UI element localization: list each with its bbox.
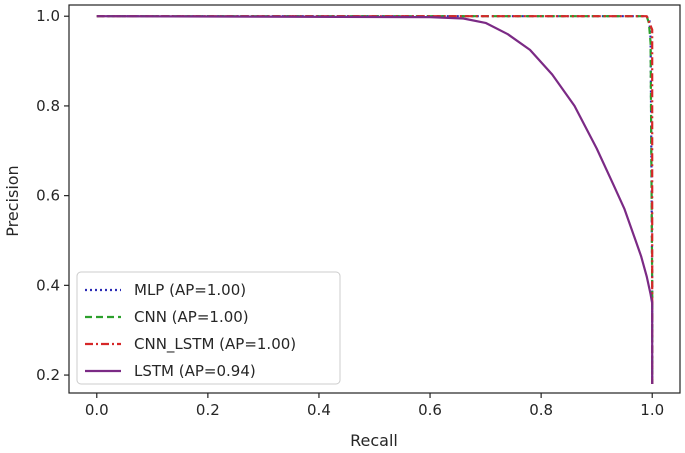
x-tick-label: 0.2: [196, 401, 220, 419]
y-tick-label: 1.0: [36, 7, 60, 25]
y-tick-label: 0.2: [36, 366, 60, 384]
x-axis-label: Recall: [350, 431, 398, 450]
legend-entry-label: CNN_LSTM (AP=1.00): [134, 335, 296, 354]
x-tick-label: 0.6: [418, 401, 442, 419]
legend-entry-label: CNN (AP=1.00): [134, 308, 249, 326]
plot-area: [68, 4, 681, 394]
y-tick-label: 0.4: [36, 276, 60, 294]
y-tick-label: 0.6: [36, 187, 60, 205]
series-line-4: [96, 15, 654, 384]
x-tick-label: 0.0: [85, 401, 109, 419]
series-line-2: [96, 15, 654, 384]
y-axis-ticks: 0.2 0.4 0.6 0.8 1.0: [36, 7, 69, 384]
x-tick-label: 0.8: [529, 401, 553, 419]
legend-entry-label: LSTM (AP=0.94): [134, 362, 256, 380]
legend: MLP (AP=1.00) CNN (AP=1.00) CNN_LSTM (AP=1…: [76, 271, 341, 385]
plot-frame: [68, 4, 681, 394]
legend-entry-label: MLP (AP=1.00): [134, 281, 246, 299]
y-axis-label: Precision: [3, 165, 22, 236]
legend-box: [76, 271, 341, 385]
x-tick-label: 0.4: [307, 401, 331, 419]
x-tick-label: 1.0: [640, 401, 664, 419]
x-axis-ticks: 0.0 0.2 0.4 0.6 0.8 1.0: [85, 393, 664, 419]
y-tick-label: 0.8: [36, 97, 60, 115]
